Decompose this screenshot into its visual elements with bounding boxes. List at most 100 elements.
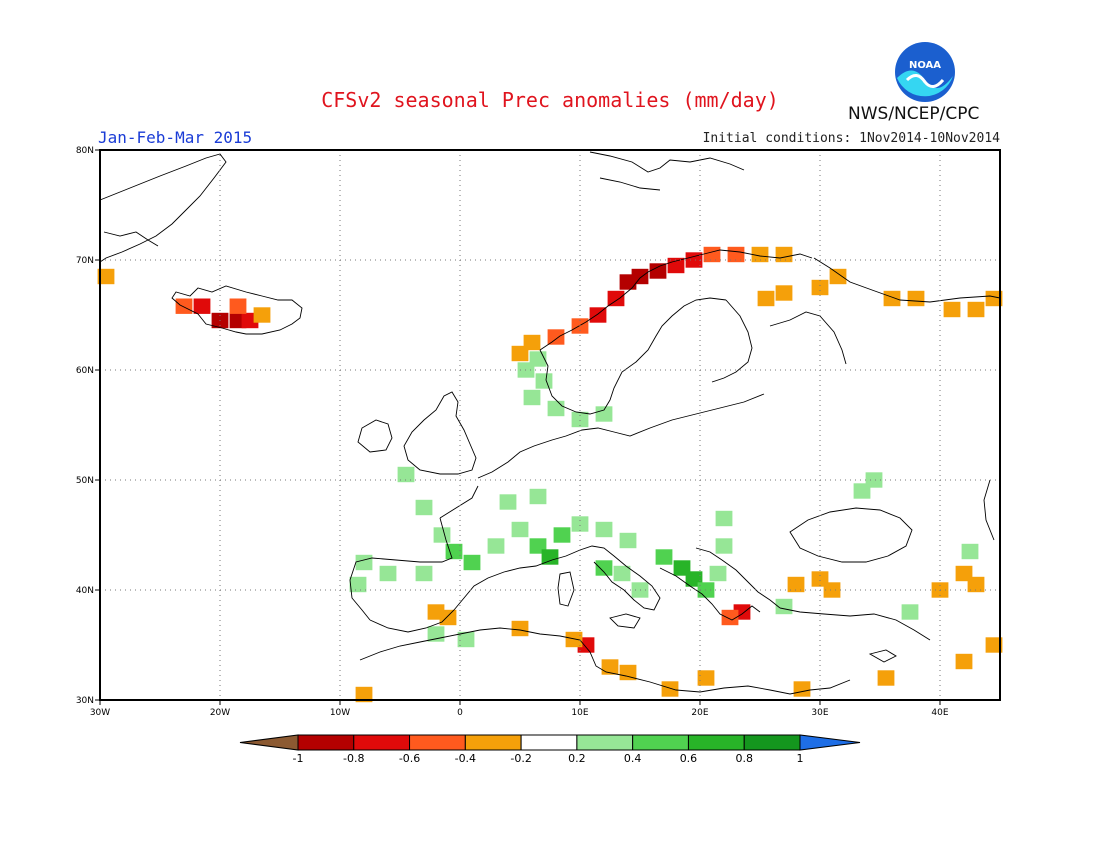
anomaly-cell <box>607 290 625 307</box>
anomaly-cell <box>415 499 433 516</box>
anomaly-cell <box>97 268 115 285</box>
anomaly-cell <box>487 538 505 554</box>
colorbar-swatch <box>297 734 355 751</box>
anomaly-cell <box>853 483 871 499</box>
lat-tick-label: 80N <box>76 146 94 156</box>
anomaly-cell <box>457 631 475 648</box>
map-frame <box>99 149 1001 701</box>
colorbar-swatch <box>409 734 466 751</box>
anomaly-cell <box>811 279 829 296</box>
anomaly-cell <box>907 290 925 307</box>
anomaly-cell <box>985 637 1003 653</box>
anomaly-cell <box>877 670 895 686</box>
logo-text: NOAA <box>909 60 941 71</box>
lat-tick-label: 60N <box>76 366 94 376</box>
anomaly-cell <box>511 620 529 637</box>
colorbar-swatch <box>520 734 578 751</box>
anomaly-cell <box>553 527 571 543</box>
anomaly-cells <box>97 246 1003 703</box>
colorbar-label: 0.6 <box>680 752 698 765</box>
anomaly-cell <box>379 565 397 582</box>
anomaly-cell <box>967 576 985 593</box>
anomaly-cell <box>703 246 721 263</box>
lat-tick-label: 30N <box>76 696 94 706</box>
anomaly-cell <box>697 670 715 686</box>
anomaly-cell <box>793 681 811 697</box>
lon-tick-label: 30E <box>811 708 828 718</box>
colorbar-label: -0.6 <box>399 752 420 765</box>
lat-tick-label: 40N <box>76 586 94 596</box>
anomaly-cell <box>685 252 703 268</box>
anomaly-cell <box>439 609 457 626</box>
anomaly-cell <box>727 246 745 263</box>
coastlines <box>99 151 1001 695</box>
colorbar-label: -1 <box>293 752 304 765</box>
colorbar: -1 -0.8 -0.6 -0.4 -0.2 0.2 0.4 0.6 0.8 1 <box>239 734 861 765</box>
colorbar-swatch <box>353 734 411 751</box>
lon-tick-label: 10E <box>571 708 588 718</box>
anomaly-cell <box>445 543 463 560</box>
anomaly-cell <box>565 631 583 648</box>
axis-ticks: 30W 20W 10W 0 10E 20E 30E 40E 80N 70N 60N 50N 40N 30N <box>76 146 949 718</box>
anomaly-cell <box>529 351 547 367</box>
anomaly-cell <box>619 532 637 549</box>
anomaly-cell <box>547 400 565 417</box>
anomaly-cell <box>523 389 541 406</box>
anomaly-cell <box>613 565 631 582</box>
anomaly-cell <box>757 290 775 307</box>
lon-tick-label: 20E <box>691 708 708 718</box>
lon-tick-label: 20W <box>210 708 230 718</box>
anomaly-cell <box>823 582 841 598</box>
anomaly-cell <box>463 554 481 571</box>
anomaly-cell <box>775 285 793 301</box>
anomaly-cell <box>547 329 565 345</box>
colorbar-label: -0.8 <box>343 752 364 765</box>
anomaly-cell <box>985 290 1003 307</box>
colorbar-high-arrow <box>799 734 861 751</box>
lat-tick-label: 50N <box>76 476 94 486</box>
colorbar-label: -0.4 <box>455 752 476 765</box>
anomaly-cell <box>193 298 211 314</box>
anomaly-cell <box>901 604 919 620</box>
anomaly-cell <box>601 659 619 675</box>
lon-tick-label: 0 <box>457 708 463 718</box>
anomaly-cell <box>631 268 649 285</box>
colorbar-label: 0.4 <box>624 752 642 765</box>
anomaly-cell <box>943 301 961 318</box>
anomaly-cell <box>595 560 613 576</box>
anomaly-cell <box>883 290 901 307</box>
anomaly-cell <box>427 626 445 642</box>
anomaly-cell <box>535 373 553 389</box>
anomaly-cell <box>955 653 973 670</box>
anomaly-cell <box>775 246 793 263</box>
lon-tick-label: 30W <box>90 708 110 718</box>
colorbar-swatch <box>743 734 801 751</box>
anomaly-cell <box>829 268 847 285</box>
anomaly-cell <box>511 345 529 362</box>
anomaly-cell <box>751 246 769 263</box>
anomaly-cell <box>595 406 613 422</box>
anomaly-cell <box>571 411 589 428</box>
anomaly-cell <box>775 598 793 615</box>
anomaly-cell <box>715 538 733 554</box>
initial-conditions-label: Initial conditions: 1Nov2014-10Nov2014 <box>702 131 1000 146</box>
anomaly-cell <box>433 527 451 543</box>
anomaly-cell <box>661 681 679 697</box>
anomaly-cell <box>655 549 673 565</box>
anomaly-cell <box>709 565 727 582</box>
anomaly-cell <box>967 301 985 318</box>
colorbar-low-arrow <box>239 734 299 751</box>
anomaly-cell <box>229 298 247 314</box>
anomaly-cell <box>787 576 805 593</box>
season-label: Jan-Feb-Mar 2015 <box>98 128 253 147</box>
anomaly-cell <box>499 494 517 510</box>
colorbar-label: 1 <box>797 752 804 765</box>
colorbar-swatch <box>687 734 745 751</box>
anomaly-cell <box>961 543 979 560</box>
anomaly-cell <box>355 554 373 571</box>
anomaly-cell <box>721 609 739 626</box>
colorbar-swatch <box>464 734 522 751</box>
noaa-logo-icon: NOAA <box>895 42 955 102</box>
anomaly-cell <box>397 466 415 483</box>
colorbar-label: 0.2 <box>568 752 586 765</box>
